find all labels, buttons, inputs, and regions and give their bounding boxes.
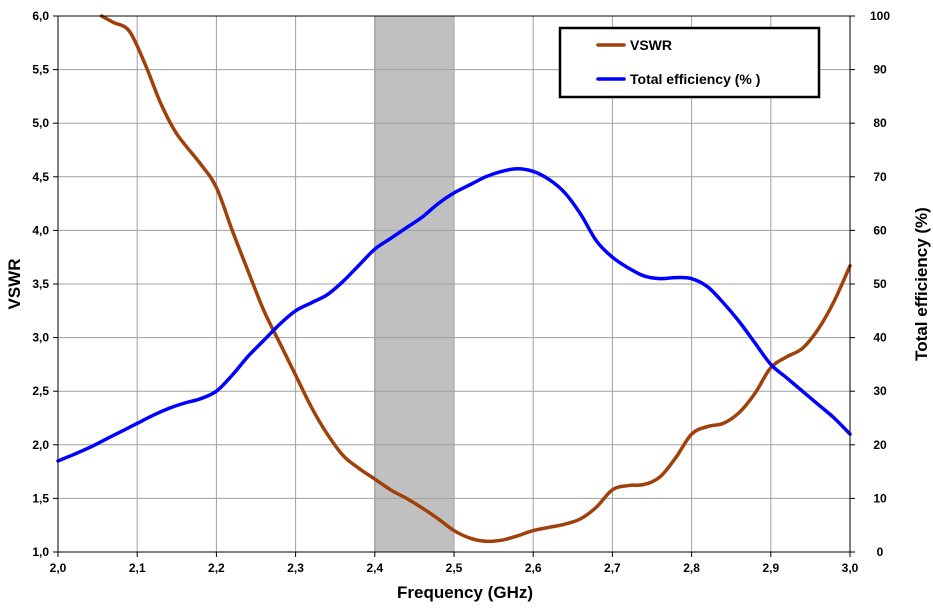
y-right-tick-label: 40 [873, 331, 887, 345]
y-right-tick-label: 60 [873, 223, 887, 237]
x-tick-label: 2,7 [604, 561, 621, 575]
x-tick-label: 2,4 [366, 561, 383, 575]
legend-label-efficiency: Total efficiency (% ) [630, 71, 760, 87]
x-tick-label: 2,2 [208, 561, 225, 575]
y-right-tick-label: 20 [873, 438, 887, 452]
y-left-tick-label: 1,5 [32, 491, 49, 505]
x-tick-label: 2,6 [525, 561, 542, 575]
y-left-tick-label: 5,5 [32, 63, 49, 77]
x-axis-title: Frequency (GHz) [397, 583, 533, 602]
series-line-vswr [99, 14, 852, 544]
y-right-tick-label: 90 [873, 63, 887, 77]
x-tick-label: 2,0 [50, 561, 67, 575]
y-right-tick-label: 70 [873, 170, 887, 184]
y-right-tick-label: 80 [873, 116, 887, 130]
y-right-tick-label: 100 [870, 9, 890, 23]
y-left-tick-label: 3,5 [32, 277, 49, 291]
legend-label-vswr: VSWR [630, 37, 672, 53]
y-left-tick-label: 5,0 [32, 116, 49, 130]
series-line-total-efficiency [56, 167, 852, 463]
x-tick-label: 2,9 [762, 561, 779, 575]
x-tick-label: 2,5 [446, 561, 463, 575]
y-right-tick-label: 0 [877, 545, 884, 559]
x-tick-label: 2,1 [129, 561, 146, 575]
x-tick-label: 3,0 [842, 561, 859, 575]
y-left-tick-label: 1,0 [32, 545, 49, 559]
y-left-tick-label: 6,0 [32, 9, 49, 23]
y-axis-left-title: VSWR [5, 259, 24, 310]
y-right-tick-label: 30 [873, 384, 887, 398]
legend-box [558, 26, 821, 99]
y-left-tick-label: 2,5 [32, 384, 49, 398]
y-axis-right-title: Total efficiency (%) [912, 207, 931, 361]
y-left-tick-label: 4,5 [32, 170, 49, 184]
y-right-tick-label: 50 [873, 277, 887, 291]
y-right-tick-label: 10 [873, 491, 887, 505]
legend: VSWR Total efficiency (% ) [558, 26, 821, 99]
x-tick-label: 2,3 [287, 561, 304, 575]
y-left-tick-label: 2,0 [32, 438, 49, 452]
y-left-tick-label: 4,0 [32, 223, 49, 237]
y-left-tick-label: 3,0 [32, 331, 49, 345]
x-tick-label: 2,8 [683, 561, 700, 575]
